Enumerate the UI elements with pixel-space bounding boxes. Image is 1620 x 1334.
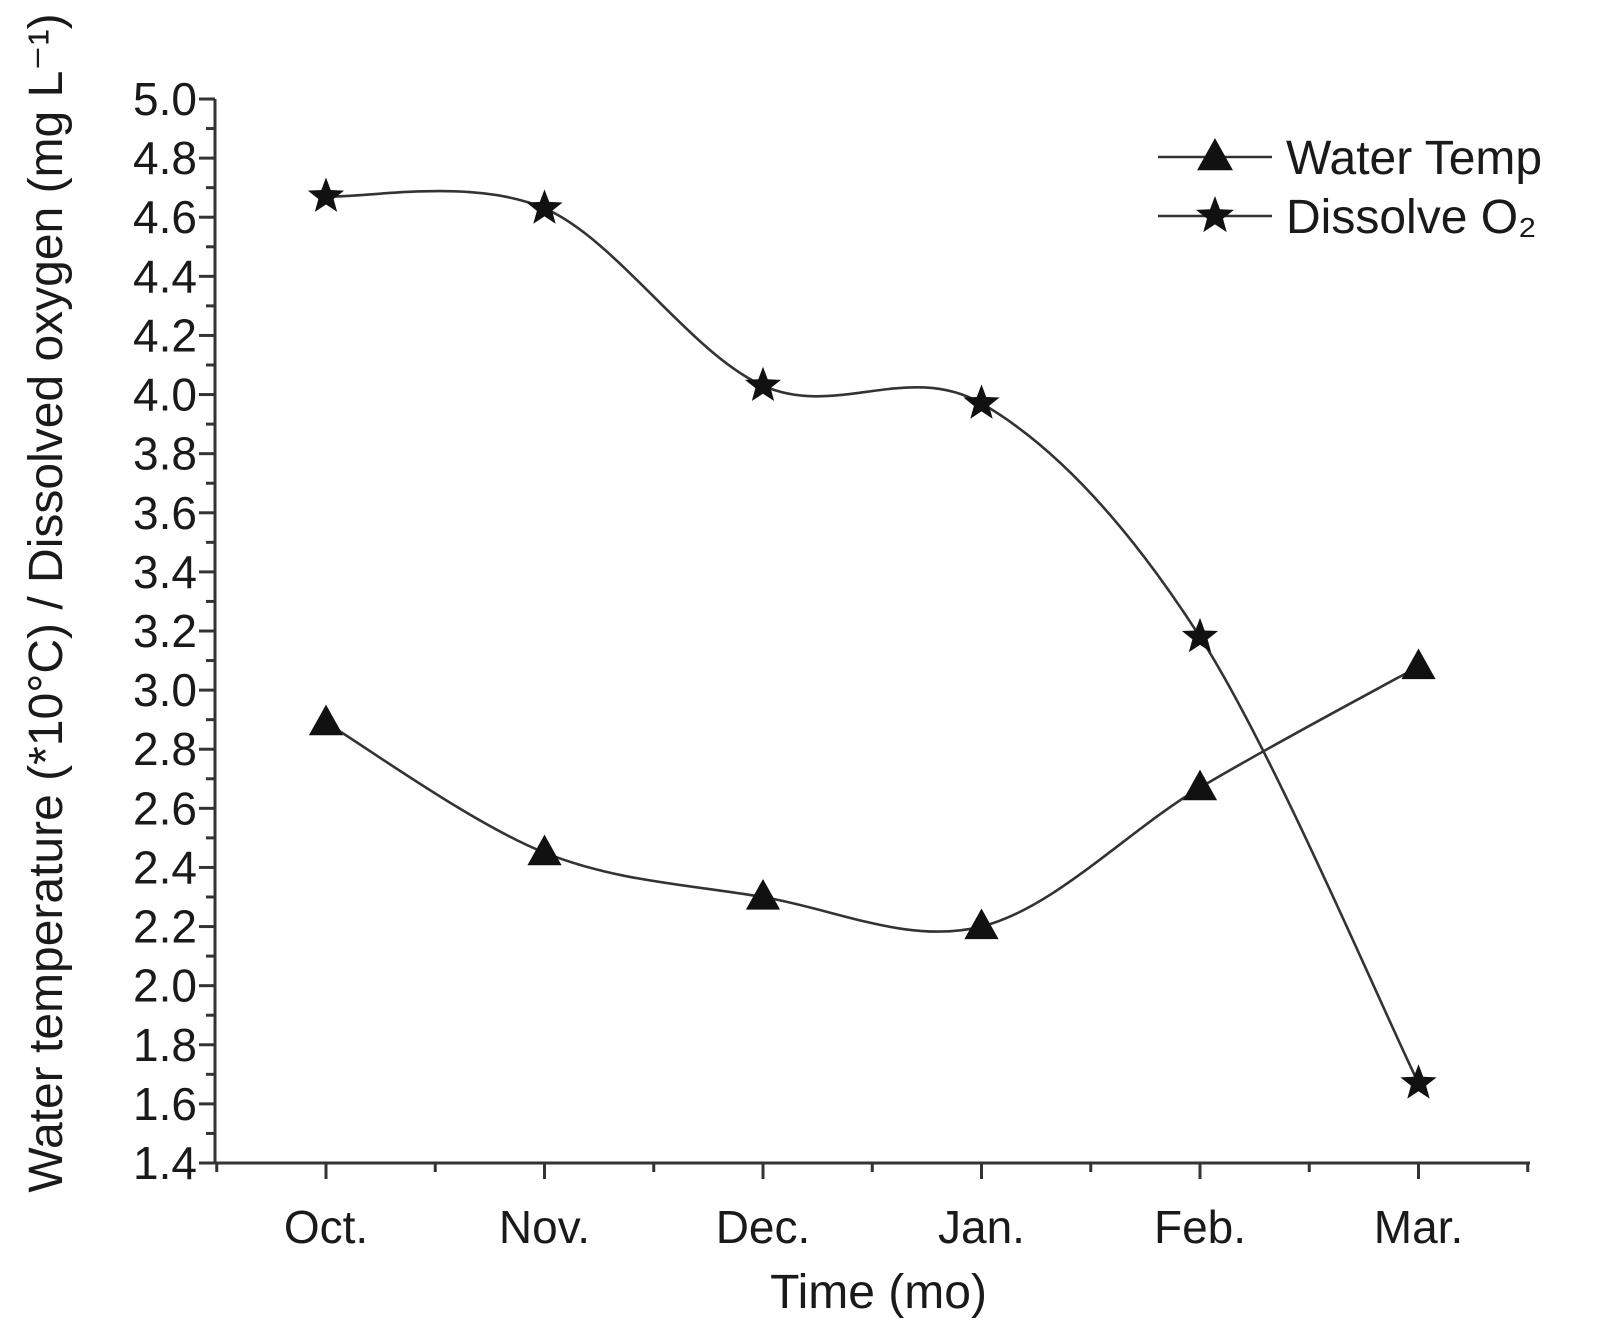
y-tick-label: 3.4 bbox=[133, 546, 197, 598]
y-tick-label: 4.4 bbox=[133, 250, 197, 302]
y-tick-label: 2.4 bbox=[133, 841, 197, 893]
y-axis-title: Water temperature (*10°C) / Dissolved ox… bbox=[20, 13, 73, 1192]
data-point-triangle bbox=[964, 908, 999, 940]
data-point-star bbox=[1400, 1064, 1437, 1099]
data-point-triangle bbox=[745, 879, 781, 910]
x-tick-label: Feb. bbox=[1154, 1201, 1246, 1253]
data-point-star bbox=[1181, 617, 1219, 653]
x-axis-title: Time (mo) bbox=[770, 1266, 987, 1319]
y-tick-label: 4.6 bbox=[133, 191, 197, 243]
y-axis-ticks: 1.4 1.6 1.8 2.0 2.2 2.4 2.6 2.8 3.0 3.2 3.4 3.6 3.8 4… bbox=[133, 73, 215, 1189]
data-point-triangle bbox=[527, 834, 562, 866]
y-tick-label: 4.2 bbox=[133, 309, 197, 361]
y-tick-label: 3.6 bbox=[133, 487, 197, 539]
series-layer bbox=[307, 177, 1437, 1099]
legend-item: Water Temp bbox=[1158, 132, 1542, 185]
data-point-star bbox=[526, 189, 563, 224]
y-tick-label: 2.6 bbox=[133, 782, 197, 834]
y-tick-label: 5.0 bbox=[133, 73, 197, 125]
data-point-triangle bbox=[1182, 769, 1218, 801]
legend-triangle-marker bbox=[1197, 138, 1233, 171]
x-tick-label: Nov. bbox=[499, 1201, 590, 1253]
legend-label: Dissolve O₂ bbox=[1286, 191, 1537, 244]
x-axis-ticks: Oct. Nov. Dec. Jan. Feb. Mar. bbox=[215, 1163, 1530, 1253]
y-tick-label: 1.8 bbox=[133, 1019, 197, 1071]
x-tick-label: Mar. bbox=[1374, 1201, 1463, 1253]
y-tick-label: 4.0 bbox=[133, 369, 197, 421]
y-tick-label: 1.4 bbox=[133, 1137, 197, 1189]
y-tick-label: 3.8 bbox=[133, 428, 197, 480]
data-point-triangle bbox=[308, 704, 344, 736]
y-tick-label: 3.2 bbox=[133, 605, 197, 657]
data-point-star bbox=[744, 366, 782, 402]
legend-star-marker bbox=[1196, 196, 1234, 233]
axes bbox=[213, 99, 1530, 1165]
y-tick-label: 1.6 bbox=[133, 1078, 197, 1130]
legend-item: Dissolve O₂ bbox=[1158, 191, 1537, 244]
legend: Water Temp Dissolve O₂ bbox=[1158, 132, 1542, 244]
series-line bbox=[325, 665, 1420, 933]
y-tick-label: 2.2 bbox=[133, 901, 197, 953]
x-tick-label: Oct. bbox=[284, 1201, 368, 1253]
data-point-triangle bbox=[1401, 648, 1436, 680]
y-tick-label: 4.8 bbox=[133, 132, 197, 184]
y-tick-label: 2.8 bbox=[133, 723, 197, 775]
y-tick-label: 2.0 bbox=[133, 960, 197, 1012]
series-dissolved-oxygen bbox=[307, 177, 1437, 1099]
series-water-temp bbox=[308, 648, 1436, 940]
data-point-star bbox=[307, 177, 345, 212]
y-tick-label: 3.0 bbox=[133, 664, 197, 716]
data-point-star bbox=[963, 384, 1000, 419]
legend-label: Water Temp bbox=[1286, 132, 1542, 185]
x-tick-label: Jan. bbox=[938, 1201, 1025, 1253]
series-line bbox=[325, 189, 1420, 1084]
x-tick-label: Dec. bbox=[716, 1201, 811, 1253]
